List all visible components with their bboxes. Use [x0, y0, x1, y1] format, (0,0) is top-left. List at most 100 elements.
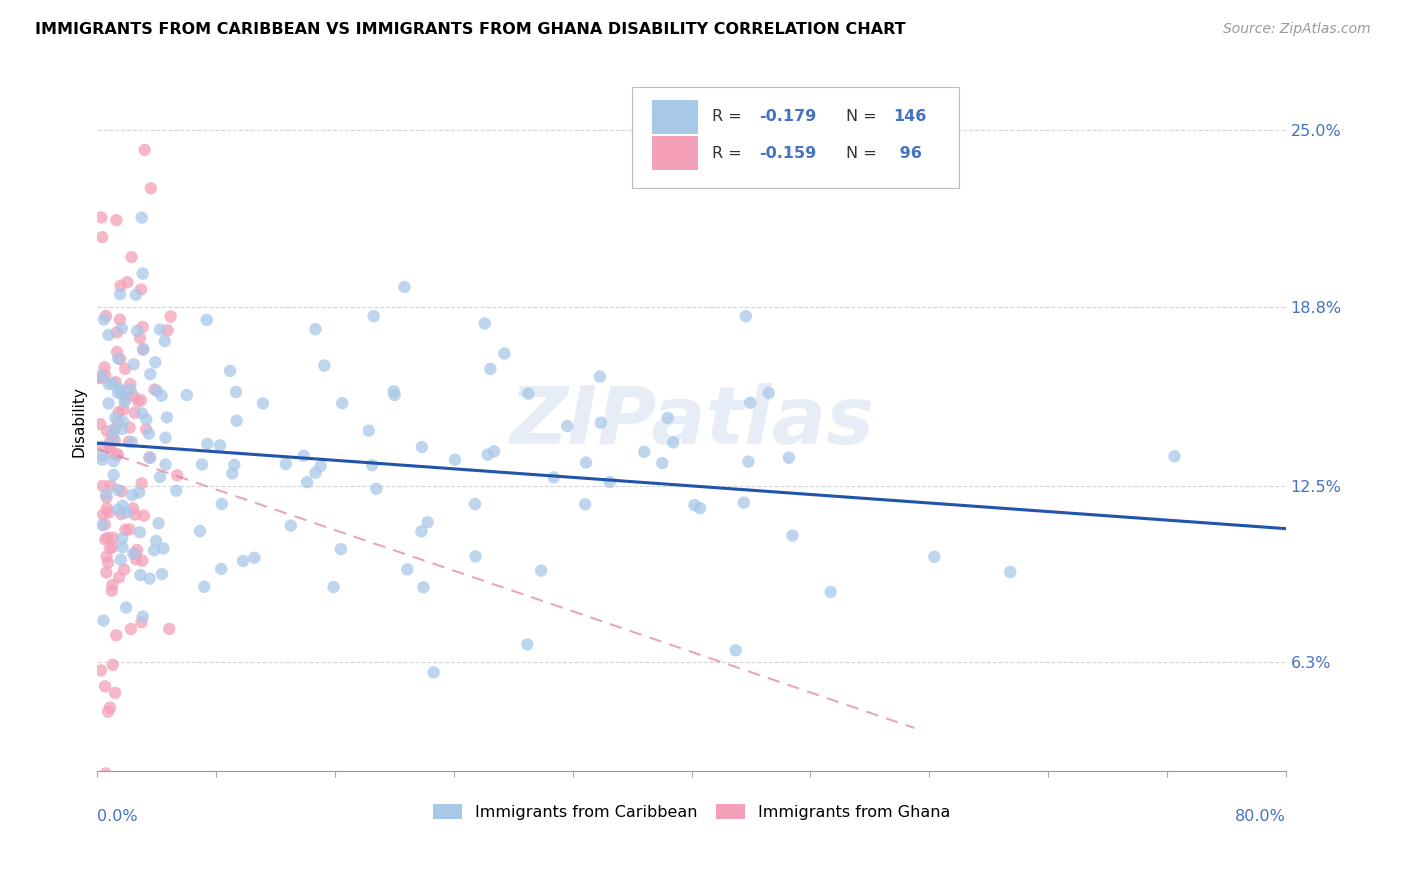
- Point: [103, 467, 125, 482]
- Point: [221, 467, 243, 481]
- Point: [139, 450, 162, 465]
- Point: [145, 533, 167, 548]
- Point: [118, 420, 141, 434]
- Point: [94, 517, 117, 532]
- Point: [148, 516, 170, 531]
- Point: [105, 448, 128, 462]
- Point: [115, 600, 138, 615]
- Point: [924, 549, 946, 564]
- Point: [97, 531, 120, 545]
- Point: [110, 384, 132, 399]
- Point: [94, 766, 117, 780]
- Point: [96, 424, 118, 438]
- Point: [111, 499, 134, 513]
- Point: [274, 457, 297, 471]
- Point: [737, 455, 759, 469]
- Point: [363, 309, 385, 323]
- Point: [121, 488, 143, 502]
- Point: [330, 396, 353, 410]
- Point: [138, 572, 160, 586]
- Point: [740, 395, 762, 409]
- Text: 80.0%: 80.0%: [1234, 809, 1286, 824]
- Point: [662, 435, 685, 450]
- Point: [98, 434, 121, 449]
- Bar: [652, 136, 697, 170]
- Point: [138, 426, 160, 441]
- Point: [100, 583, 122, 598]
- Point: [129, 568, 152, 582]
- Point: [91, 479, 114, 493]
- Point: [90, 368, 112, 383]
- Point: [112, 415, 135, 429]
- Point: [224, 458, 246, 472]
- Point: [93, 312, 115, 326]
- Point: [105, 345, 128, 359]
- Point: [104, 422, 127, 436]
- Point: [132, 342, 155, 356]
- Point: [135, 412, 157, 426]
- Point: [107, 351, 129, 366]
- Point: [120, 383, 142, 397]
- Point: [479, 362, 502, 376]
- Point: [125, 552, 148, 566]
- Point: [166, 468, 188, 483]
- Point: [155, 431, 177, 445]
- Point: [103, 423, 125, 437]
- Point: [100, 478, 122, 492]
- Point: [1000, 565, 1022, 579]
- Point: [149, 470, 172, 484]
- Point: [110, 484, 132, 499]
- Point: [131, 267, 153, 281]
- Point: [211, 497, 233, 511]
- Point: [105, 775, 128, 789]
- Point: [411, 440, 433, 454]
- Point: [94, 368, 117, 383]
- Point: [516, 637, 538, 651]
- Point: [165, 483, 187, 498]
- Point: [589, 416, 612, 430]
- Point: [122, 501, 145, 516]
- Point: [633, 444, 655, 458]
- Point: [1163, 449, 1185, 463]
- Point: [103, 432, 125, 446]
- Point: [90, 211, 112, 225]
- Point: [122, 547, 145, 561]
- Text: 146: 146: [894, 110, 927, 125]
- Point: [575, 456, 598, 470]
- Point: [96, 487, 118, 501]
- Point: [104, 686, 127, 700]
- Point: [304, 466, 326, 480]
- Point: [129, 393, 152, 408]
- Point: [118, 434, 141, 449]
- Point: [111, 422, 134, 436]
- Point: [104, 375, 127, 389]
- Point: [91, 230, 114, 244]
- Point: [110, 278, 132, 293]
- Point: [110, 552, 132, 566]
- Point: [157, 622, 180, 636]
- Point: [94, 680, 117, 694]
- Text: N =: N =: [846, 110, 877, 125]
- Point: [104, 410, 127, 425]
- Point: [127, 543, 149, 558]
- Point: [100, 445, 122, 459]
- Point: [314, 359, 336, 373]
- Point: [304, 322, 326, 336]
- Point: [134, 143, 156, 157]
- Point: [129, 331, 152, 345]
- Point: [121, 435, 143, 450]
- Point: [108, 570, 131, 584]
- Point: [411, 524, 433, 539]
- Point: [112, 563, 135, 577]
- Point: [396, 562, 419, 576]
- Point: [108, 287, 131, 301]
- Point: [108, 312, 131, 326]
- Point: [97, 327, 120, 342]
- Point: [128, 485, 150, 500]
- Text: -0.159: -0.159: [759, 145, 817, 161]
- Point: [599, 475, 621, 489]
- Point: [322, 580, 344, 594]
- Point: [91, 508, 114, 522]
- Text: 96: 96: [894, 145, 921, 161]
- Point: [91, 449, 114, 463]
